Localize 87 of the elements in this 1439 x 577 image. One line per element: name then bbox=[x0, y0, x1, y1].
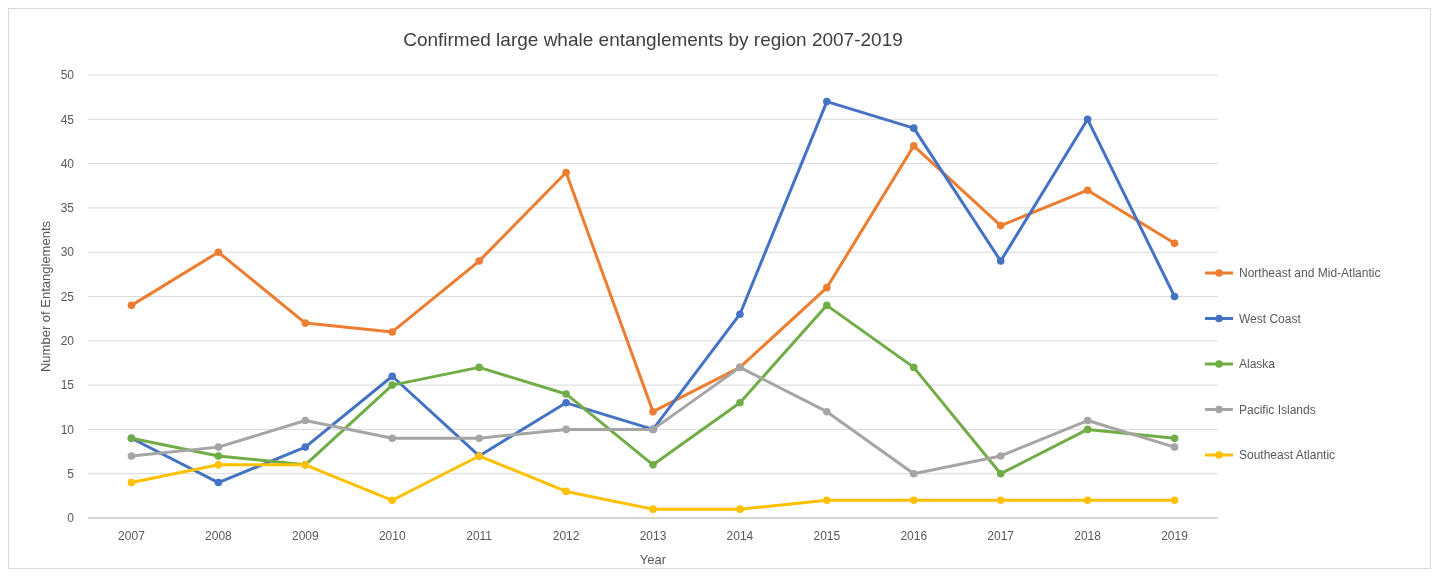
x-tick-label: 2009 bbox=[291, 529, 319, 543]
point bbox=[301, 416, 310, 425]
point bbox=[909, 363, 918, 372]
point bbox=[562, 425, 570, 434]
x-tick-label: 2018 bbox=[1074, 529, 1102, 543]
y-tick-label: 20 bbox=[60, 334, 75, 348]
x-tick-label: 2010 bbox=[378, 529, 406, 543]
point bbox=[909, 496, 918, 505]
point bbox=[214, 461, 223, 469]
point bbox=[562, 390, 570, 398]
point bbox=[388, 496, 397, 505]
point bbox=[1170, 434, 1179, 443]
point bbox=[301, 443, 310, 451]
point bbox=[301, 319, 310, 327]
y-tick-label: 5 bbox=[67, 466, 75, 481]
x-axis-title: Year bbox=[639, 552, 667, 567]
point bbox=[127, 478, 136, 487]
legend-label: Pacific Islands bbox=[1239, 402, 1316, 417]
point bbox=[1170, 239, 1179, 248]
y-tick-label: 30 bbox=[60, 245, 75, 260]
x-tick-label: 2015 bbox=[813, 529, 841, 543]
point bbox=[214, 452, 223, 460]
point bbox=[909, 124, 918, 132]
point bbox=[562, 399, 570, 407]
point bbox=[823, 283, 831, 292]
point bbox=[1083, 186, 1092, 194]
point bbox=[1083, 416, 1092, 425]
point bbox=[736, 310, 744, 319]
y-tick-label: 0 bbox=[67, 511, 75, 526]
y-tick-label: 15 bbox=[60, 378, 75, 393]
point bbox=[475, 363, 483, 372]
point bbox=[388, 381, 397, 389]
point bbox=[214, 478, 223, 487]
x-tick-label: 2019 bbox=[1161, 529, 1189, 543]
legend-label: Southeast Atlantic bbox=[1239, 448, 1336, 463]
point bbox=[475, 434, 483, 443]
legend-label: West Coast bbox=[1239, 311, 1302, 326]
point bbox=[823, 407, 831, 416]
point bbox=[1170, 292, 1179, 301]
legend-label: Alaska bbox=[1239, 357, 1276, 372]
y-tick-label: 10 bbox=[60, 422, 75, 437]
point bbox=[127, 452, 136, 460]
y-tick-label: 45 bbox=[60, 112, 75, 127]
point bbox=[996, 257, 1005, 265]
x-tick-label: 2016 bbox=[900, 529, 928, 543]
y-tick-label: 40 bbox=[60, 156, 75, 171]
point bbox=[823, 97, 831, 106]
x-tick-label: 2011 bbox=[466, 529, 493, 543]
point bbox=[996, 452, 1005, 460]
point bbox=[996, 221, 1005, 230]
point bbox=[475, 257, 483, 265]
legend-label: Northeast and Mid-Atlantic bbox=[1239, 266, 1381, 281]
x-tick-label: 2008 bbox=[205, 529, 233, 543]
point bbox=[388, 328, 397, 336]
point bbox=[1170, 496, 1179, 505]
y-tick-label: 35 bbox=[60, 201, 75, 216]
point bbox=[1083, 425, 1092, 434]
point bbox=[909, 469, 918, 478]
x-tick-label: 2013 bbox=[639, 529, 667, 543]
y-axis-title: Number of Entanglements bbox=[38, 220, 53, 373]
y-tick-label: 25 bbox=[60, 289, 75, 304]
x-tick-label: 2017 bbox=[987, 529, 1015, 543]
point bbox=[649, 461, 657, 469]
y-tick-label: 50 bbox=[60, 68, 75, 83]
point bbox=[649, 407, 657, 416]
point bbox=[736, 505, 744, 513]
point bbox=[1170, 443, 1179, 451]
point bbox=[649, 505, 657, 513]
x-tick-label: 2014 bbox=[726, 529, 754, 543]
point bbox=[214, 248, 223, 256]
point bbox=[388, 372, 397, 381]
point bbox=[388, 434, 397, 443]
point bbox=[127, 301, 136, 310]
point bbox=[562, 168, 570, 177]
point bbox=[736, 399, 744, 407]
point bbox=[909, 142, 918, 150]
point bbox=[996, 496, 1005, 505]
point bbox=[1083, 496, 1092, 505]
point bbox=[823, 301, 831, 310]
point bbox=[823, 496, 831, 505]
x-tick-label: 2012 bbox=[552, 529, 580, 543]
x-tick-label: 2007 bbox=[118, 529, 146, 543]
point bbox=[996, 469, 1005, 478]
point bbox=[1083, 115, 1092, 124]
point bbox=[214, 443, 223, 451]
point bbox=[562, 487, 570, 496]
chart-title: Confirmed large whale entanglements by region 2007-2019 bbox=[403, 29, 903, 50]
